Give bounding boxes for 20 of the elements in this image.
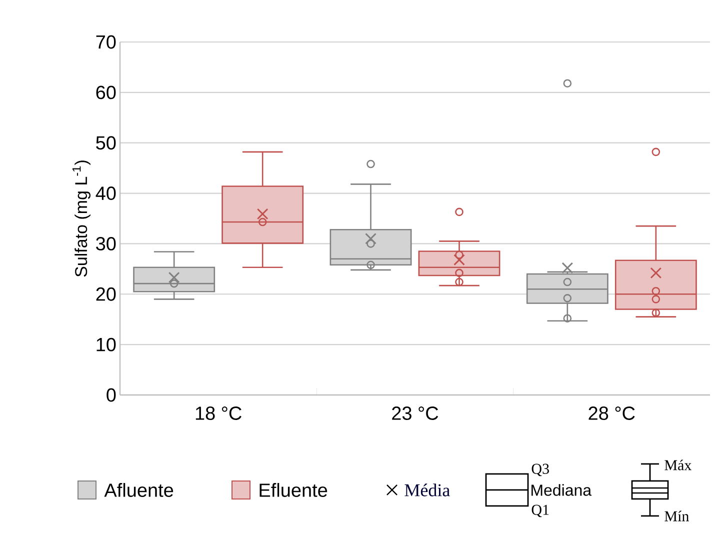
legend-label: Efluente [260,483,328,497]
x-tick-label: 18 °C [196,406,242,420]
text: Mín [664,510,689,522]
text: Mediana [532,484,592,496]
text: Média [404,484,450,496]
y-tick-label: 0 [106,388,116,402]
y-tick-label: 30 [96,236,116,250]
y-tick-label: 60 [96,86,116,100]
text: Máx [664,460,692,470]
legend-label: Afluente [104,483,174,497]
text: Q3 [532,464,549,476]
text: Q1 [532,504,549,518]
x-tick-label: 23 °C [392,406,438,420]
y-tick-label: 70 [96,35,116,49]
x-tick-label: 28 °C [588,406,635,420]
y-tick-label: 20 [96,287,116,301]
y-tick-label: 40 [96,186,116,200]
y-tick-label: 50 [96,136,116,150]
y-tick-label: 10 [96,338,116,352]
y-axis-title: Sulfato (mg L$^{-1}$) [72,160,90,277]
